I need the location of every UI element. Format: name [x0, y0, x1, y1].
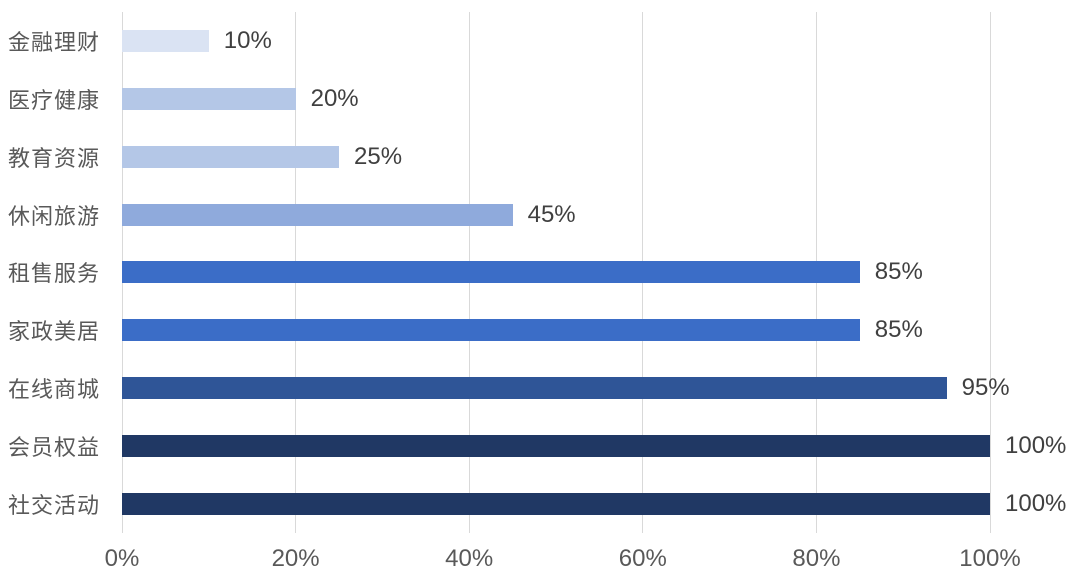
chart-row: 医疗健康 20%: [0, 70, 1080, 128]
value-label: 85%: [874, 316, 923, 344]
value-label: 100%: [1005, 432, 1067, 460]
category-label: 金融理财: [8, 29, 101, 55]
chart-row: 教育资源 25%: [0, 128, 1080, 186]
chart-row: 会员权益 100%: [0, 417, 1080, 475]
x-tick-label: 0%: [104, 545, 140, 572]
value-label: 20%: [310, 84, 359, 112]
chart-row: 家政美居 85%: [0, 301, 1080, 359]
x-tick-label: 60%: [618, 545, 667, 572]
plot-area: 金融理财 10% 医疗健康 20% 教育资源 25% 休闲旅游 45% 租售服务 85% 家政美居 8…: [8, 12, 1066, 533]
chart-row: 在线商城 95%: [0, 359, 1080, 417]
x-tick-label: 80%: [792, 545, 841, 572]
x-tick-label: 100%: [959, 545, 1021, 572]
value-label: 45%: [527, 200, 576, 228]
category-label: 会员权益: [8, 435, 101, 461]
category-label: 在线商城: [8, 377, 101, 403]
bar: [122, 145, 339, 168]
value-label: 100%: [1005, 490, 1067, 518]
chart-row: 金融理财 10%: [0, 12, 1080, 70]
gridline-100%: [989, 12, 991, 533]
chart-row: 租售服务 85%: [0, 244, 1080, 302]
category-label: 社交活动: [8, 493, 101, 519]
category-label: 教育资源: [8, 145, 101, 171]
bar: [122, 377, 947, 400]
value-label: 10%: [223, 26, 272, 54]
bar: [122, 435, 990, 458]
value-label: 85%: [874, 258, 923, 286]
bar: [122, 319, 860, 342]
bar: [122, 203, 513, 226]
bar: [122, 29, 209, 52]
bar: [122, 261, 860, 284]
value-label: 25%: [354, 142, 403, 170]
chart-row: 社交活动 100%: [0, 475, 1080, 533]
bar: [122, 87, 296, 110]
x-tick-label: 40%: [445, 545, 494, 572]
x-axis: 0% 20% 40% 60% 80% 100%: [105, 545, 1021, 575]
category-label: 休闲旅游: [8, 203, 101, 229]
category-label: 医疗健康: [8, 87, 101, 113]
x-tick-label: 20%: [271, 545, 320, 572]
category-label: 租售服务: [8, 261, 101, 287]
category-label: 家政美居: [8, 319, 101, 345]
bar: [122, 493, 990, 516]
chart-row: 休闲旅游 45%: [0, 186, 1080, 244]
value-label: 95%: [961, 374, 1010, 402]
